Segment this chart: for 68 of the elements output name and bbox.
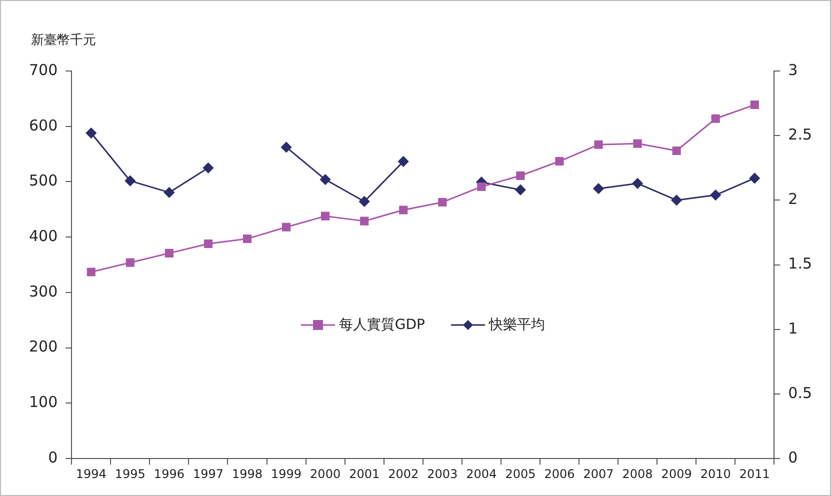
point — [126, 258, 134, 267]
y2-tick-label: 1.5 — [788, 254, 812, 273]
point — [399, 206, 408, 214]
y2-tick-label: 1 — [788, 319, 798, 338]
point — [320, 174, 331, 185]
point — [282, 222, 291, 232]
point — [164, 248, 174, 258]
point — [515, 184, 526, 196]
point — [438, 198, 447, 207]
point — [124, 176, 136, 186]
x-tick-label: 2003 — [427, 466, 458, 481]
x-tick-label: 1994 — [76, 466, 106, 481]
point — [555, 156, 564, 166]
point — [204, 239, 213, 248]
x-tick-label: 2001 — [349, 466, 380, 481]
x-tick-label: 1996 — [154, 466, 184, 481]
x-tick-label: 2007 — [583, 466, 614, 481]
point — [672, 146, 681, 156]
point — [516, 171, 525, 180]
y-tick-label: 400 — [28, 227, 58, 246]
x-tick-label: 1995 — [114, 466, 146, 481]
point — [749, 172, 760, 184]
point — [359, 196, 370, 207]
y2-tick-label: 2.5 — [788, 125, 812, 144]
point — [164, 187, 174, 198]
x-tick-label: 1999 — [271, 466, 302, 481]
point — [477, 182, 486, 192]
y2-tick-label: 0 — [788, 448, 798, 466]
point — [321, 212, 330, 220]
x-tick-label: 1997 — [192, 466, 224, 481]
y-tick-label: 600 — [28, 116, 58, 134]
y-tick-label: 700 — [28, 60, 58, 79]
x-tick-label: 2010 — [700, 466, 731, 481]
point — [242, 234, 252, 244]
x-tick-label: 2005 — [505, 466, 536, 481]
x-tick-label: 2000 — [310, 466, 341, 481]
x-tick-label: 2004 — [466, 466, 497, 481]
y2-tick-label: 2 — [788, 190, 798, 208]
point — [86, 128, 96, 138]
point — [710, 190, 721, 200]
point — [632, 178, 643, 189]
x-tick-label: 2008 — [622, 466, 653, 481]
point — [633, 139, 642, 148]
point — [593, 183, 604, 194]
point — [594, 140, 603, 149]
y-tick-label: 0 — [48, 448, 58, 466]
point — [360, 216, 369, 226]
x-tick-label: 1998 — [232, 466, 263, 481]
y-tick-label: 500 — [28, 172, 58, 190]
point — [711, 114, 720, 123]
point — [86, 268, 96, 276]
y2-tick-label: 3 — [788, 60, 798, 79]
point — [281, 142, 292, 152]
y-tick-label: 100 — [28, 393, 58, 412]
point — [398, 156, 409, 167]
x-tick-label: 2009 — [661, 466, 692, 481]
x-tick-label: 2011 — [739, 466, 770, 481]
point — [750, 100, 759, 110]
x-tick-label: 2006 — [544, 466, 575, 481]
y-tick-label: 300 — [28, 282, 58, 300]
y-axis-title: 新臺幣千元 — [31, 32, 96, 49]
legend-label: 快樂平均 — [488, 316, 545, 334]
y-tick-label: 200 — [28, 338, 58, 356]
x-tick-label: 2002 — [388, 466, 419, 481]
point — [202, 162, 214, 174]
legend-label: 每人實質GDP — [338, 316, 425, 334]
point — [671, 194, 682, 206]
y2-tick-label: 0.5 — [788, 384, 812, 402]
